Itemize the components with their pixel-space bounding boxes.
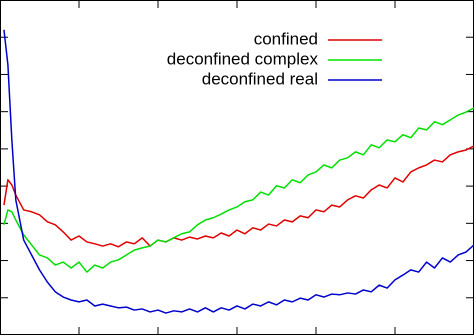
legend-label: deconfined complex (167, 49, 319, 68)
series-line (3, 145, 474, 248)
legend-label: deconfined real (202, 69, 318, 88)
series-line (3, 107, 474, 273)
series-line (3, 29, 474, 314)
legend-label: confined (254, 29, 318, 48)
